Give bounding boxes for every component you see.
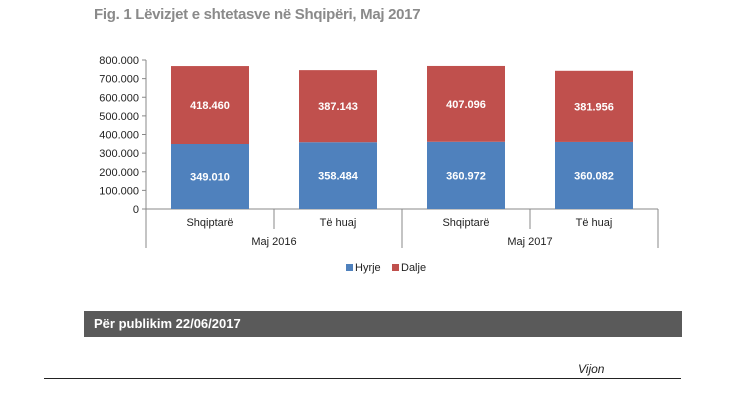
legend-label-hyrje: Hyrje — [355, 262, 381, 274]
data-label-hyrje: 360.082 — [574, 170, 614, 182]
publication-banner — [84, 311, 682, 337]
data-label-hyrje: 349.010 — [190, 171, 230, 183]
legend-swatch-hyrje — [346, 264, 353, 271]
bar-dalje — [171, 66, 249, 144]
bar-hyrje — [555, 141, 633, 209]
y-tick-label: 100.000 — [99, 185, 139, 197]
data-label-dalje: 418.460 — [190, 100, 230, 112]
bar-hyrje — [427, 141, 505, 209]
data-label-dalje: 381.956 — [574, 101, 614, 113]
y-tick-label: 300.000 — [99, 148, 139, 160]
bar-dalje — [299, 70, 377, 143]
bar-dalje — [555, 70, 633, 142]
bar-hyrje — [171, 143, 249, 209]
legend-label-dalje: Dalje — [401, 262, 426, 274]
data-label-dalje: 407.096 — [446, 99, 486, 111]
data-label-hyrje: 358.484 — [318, 171, 359, 183]
x-category-label: Të huaj — [320, 217, 357, 229]
data-label-hyrje: 360.972 — [446, 170, 486, 182]
data-label-dalje: 387.143 — [318, 101, 358, 113]
x-category-label: Të huaj — [576, 217, 613, 229]
footer-divider — [44, 378, 681, 379]
y-tick-label: 600.000 — [99, 92, 139, 104]
y-tick-label: 0 — [133, 204, 139, 216]
legend-swatch-dalje — [392, 264, 399, 271]
x-group-label: Maj 2017 — [507, 236, 552, 248]
stacked-bar-chart: 0 100.000 200.000 300.000 400.000 500.000 600.… — [99, 55, 659, 274]
y-tick-label: 200.000 — [99, 167, 139, 179]
bar-dalje — [427, 65, 505, 142]
y-tick-label: 800.000 — [99, 55, 139, 67]
x-category-label: Shqiptarë — [186, 217, 233, 229]
x-category-label: Shqiptarë — [442, 217, 489, 229]
y-tick-label: 500.000 — [99, 111, 139, 123]
publication-label: Për publikim 22/06/2017 — [94, 316, 241, 331]
y-tick-label: 400.000 — [99, 130, 139, 142]
y-tick-label: 700.000 — [99, 74, 139, 86]
figure-title: Fig. 1 Lëvizjet e shtetasve në Shqipëri,… — [94, 6, 421, 23]
x-group-label: Maj 2016 — [251, 236, 296, 248]
bar-hyrje — [299, 142, 377, 209]
continuation-label: Vijon — [578, 362, 605, 376]
